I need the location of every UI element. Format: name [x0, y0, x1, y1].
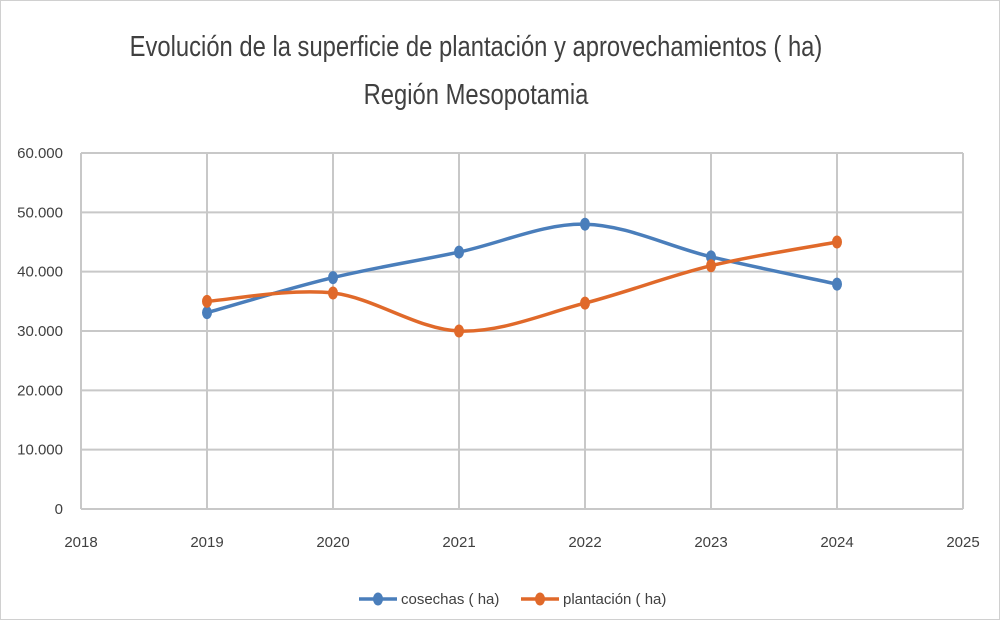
chart-title: Evolución de la superficie de plantación… — [129, 31, 823, 63]
x-tick-label: 2019 — [190, 534, 223, 551]
x-tick-label: 2022 — [568, 534, 601, 551]
y-tick-label: 30.000 — [17, 323, 63, 340]
x-tick-label: 2023 — [694, 534, 727, 551]
data-point — [580, 217, 590, 231]
data-point — [202, 294, 212, 308]
data-point — [706, 259, 716, 273]
data-point — [706, 250, 716, 264]
series-line-plantacion — [206, 240, 838, 333]
x-tick-label: 2018 — [64, 534, 97, 551]
legend-marker — [535, 592, 545, 606]
x-tick-label: 2021 — [442, 534, 475, 551]
data-point — [202, 306, 212, 320]
legend-label: cosechas ( ha) — [401, 591, 499, 608]
x-tick-label: 2025 — [946, 534, 979, 551]
data-point — [832, 235, 842, 249]
data-point — [832, 277, 842, 291]
y-tick-label: 20.000 — [17, 382, 63, 399]
chart-subtitle: Región Mesopotamia — [363, 79, 589, 111]
data-point — [328, 286, 338, 300]
data-point — [454, 245, 464, 259]
data-point — [328, 271, 338, 285]
y-tick-label: 0 — [55, 501, 63, 518]
data-point — [580, 296, 590, 310]
legend-marker — [373, 592, 383, 606]
y-tick-label: 60.000 — [17, 145, 63, 162]
data-point — [454, 324, 464, 338]
legend-label: plantación ( ha) — [563, 591, 666, 608]
x-tick-label: 2020 — [316, 534, 349, 551]
x-tick-label: 2024 — [820, 534, 853, 551]
y-tick-label: 10.000 — [17, 442, 63, 459]
y-tick-label: 40.000 — [17, 264, 63, 281]
y-tick-label: 50.000 — [17, 204, 63, 221]
series-line-cosechas — [206, 222, 838, 315]
